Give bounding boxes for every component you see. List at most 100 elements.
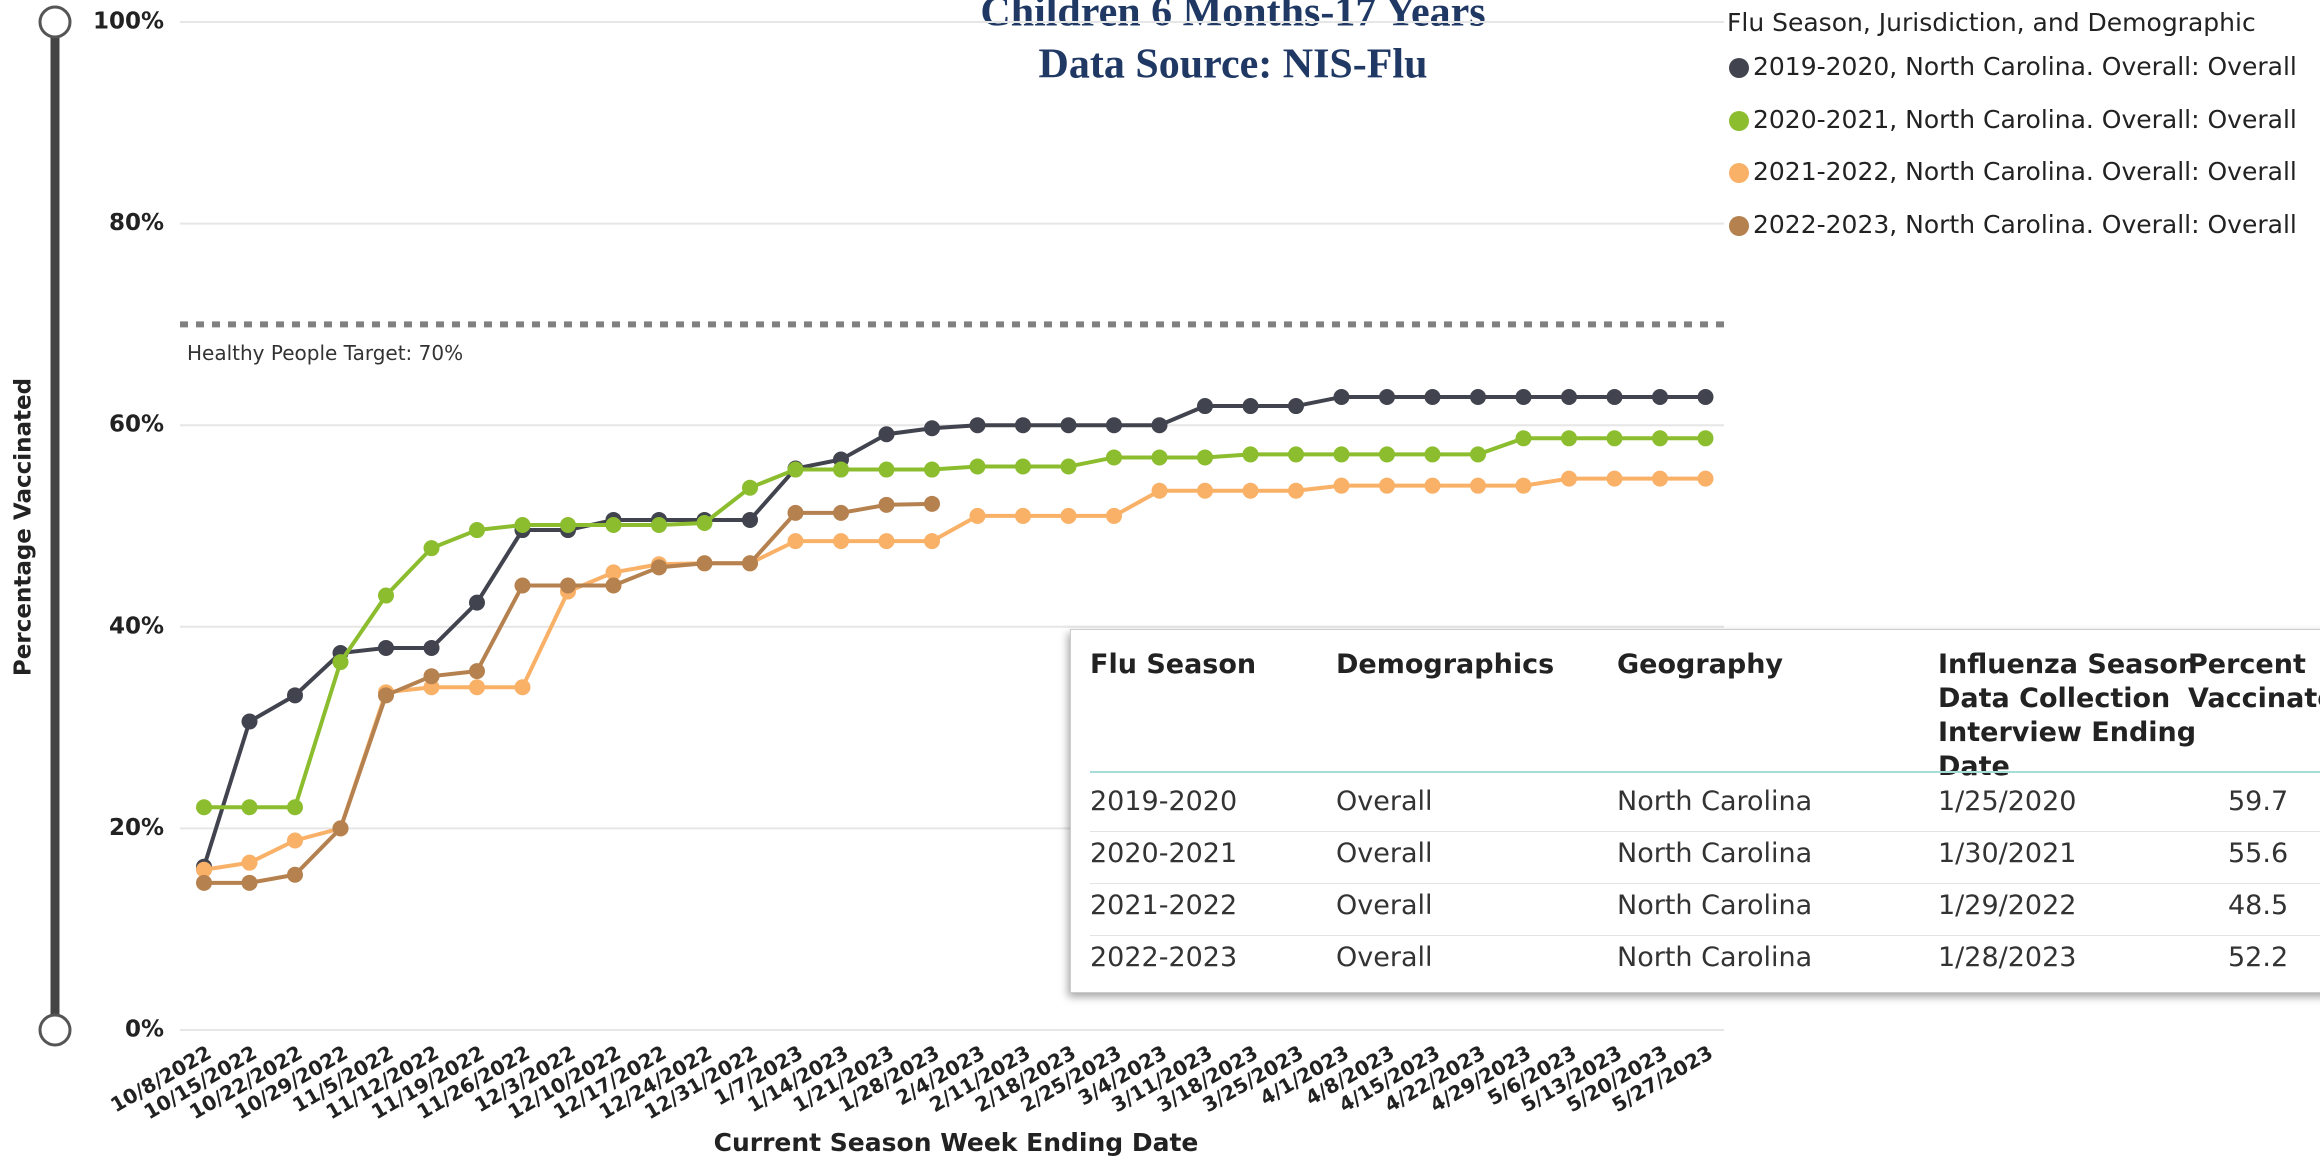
row-separator [1090, 935, 2320, 936]
data-point [969, 458, 986, 475]
legend-marker [1729, 216, 1749, 236]
data-point [287, 687, 303, 704]
data-point [1106, 417, 1122, 434]
data-point [1379, 388, 1395, 405]
table-header: Percent Vaccinated [2188, 649, 2320, 714]
x-axis-title: Current Season Week Ending Date [714, 1128, 1199, 1157]
data-point [1379, 446, 1395, 463]
series-line [203, 476, 1706, 872]
data-point [787, 461, 804, 478]
data-point [1470, 446, 1486, 463]
data-point [878, 496, 895, 513]
data-point [1197, 482, 1213, 499]
table-cell: Overall [1336, 786, 1433, 817]
data-point [196, 874, 212, 891]
row-separator [1090, 883, 2320, 884]
y-tick-label: 100% [93, 9, 164, 35]
table-cell: Overall [1336, 838, 1433, 869]
data-point [1470, 388, 1486, 405]
table-cell: 48.5 [2228, 890, 2289, 921]
data-point [378, 587, 394, 604]
series-line [204, 501, 933, 885]
data-point [378, 687, 394, 704]
table-cell: Overall [1336, 942, 1433, 973]
legend-title: Flu Season, Jurisdiction, and Demographi… [1727, 8, 2256, 37]
y-tick-label: 40% [109, 613, 164, 639]
slider-handle[interactable] [38, 1013, 72, 1047]
table-cell: 1/28/2023 [1938, 942, 2077, 973]
data-point [833, 461, 849, 478]
row-separator [1090, 831, 2320, 832]
legend-label: 2019-2020, North Carolina. Overall: Over… [1753, 52, 2297, 81]
data-point [878, 426, 895, 443]
y-tick-label: 20% [109, 815, 164, 841]
data-point [1015, 458, 1031, 475]
data-point [1197, 398, 1213, 415]
data-point [1151, 417, 1168, 434]
data-point [605, 516, 622, 533]
data-point [1151, 449, 1168, 466]
data-point [1515, 430, 1532, 447]
data-point [787, 533, 804, 550]
table-cell: 1/29/2022 [1938, 890, 2077, 921]
slider-handle[interactable] [38, 5, 72, 39]
table-header: Flu Season [1090, 649, 1257, 680]
table-cell: 2019-2020 [1090, 786, 1238, 817]
table-cell: 1/30/2021 [1938, 838, 2077, 869]
data-point [196, 861, 212, 878]
data-point [1561, 430, 1577, 447]
data-point [924, 533, 940, 550]
y-axis-title: Percentage Vaccinated [11, 378, 37, 676]
table-cell: 2021-2022 [1090, 890, 1238, 921]
data-point [742, 511, 758, 528]
data-point [1288, 398, 1304, 415]
table-cell: Overall [1336, 890, 1433, 921]
data-point [1242, 398, 1259, 415]
data-point [514, 679, 531, 696]
data-point [1606, 430, 1623, 447]
data-point [287, 866, 303, 883]
data-point [924, 461, 940, 478]
table-cell: 55.6 [2228, 838, 2289, 869]
data-point [514, 577, 531, 594]
legend-marker [1729, 163, 1749, 183]
data-point [1424, 477, 1441, 494]
data-point [423, 540, 440, 557]
data-point [651, 516, 667, 533]
table-header: Geography [1617, 649, 1784, 680]
table-header: Demographics [1336, 649, 1555, 680]
legend-marker [1729, 111, 1749, 131]
data-point [241, 874, 258, 891]
data-point [332, 820, 349, 837]
data-point [1606, 470, 1623, 487]
data-point [924, 420, 940, 437]
data-point [1288, 446, 1304, 463]
data-point [1606, 388, 1623, 405]
data-point [1333, 388, 1350, 405]
table-cell: 52.2 [2228, 942, 2289, 973]
series-line [204, 436, 1706, 810]
data-point [1470, 477, 1486, 494]
data-point [878, 461, 895, 478]
data-point [969, 507, 986, 524]
data-point [1697, 430, 1714, 447]
data-point [1652, 388, 1668, 405]
data-point [1060, 458, 1077, 475]
data-point [833, 504, 849, 521]
data-point [605, 564, 622, 581]
data-point [1197, 449, 1213, 466]
data-point [878, 533, 895, 550]
data-point [1333, 477, 1350, 494]
y-tick-label: 0% [125, 1017, 164, 1043]
data-point [1697, 470, 1714, 487]
legend-marker [1729, 58, 1749, 78]
data-point [969, 417, 986, 434]
y-tick-label: 80% [109, 210, 164, 236]
data-point [1697, 388, 1714, 405]
series-line [202, 394, 1706, 868]
data-point [696, 514, 713, 531]
table-cell: North Carolina [1617, 838, 1813, 869]
data-point [1652, 430, 1668, 447]
data-point [833, 533, 849, 550]
data-point [423, 679, 440, 696]
